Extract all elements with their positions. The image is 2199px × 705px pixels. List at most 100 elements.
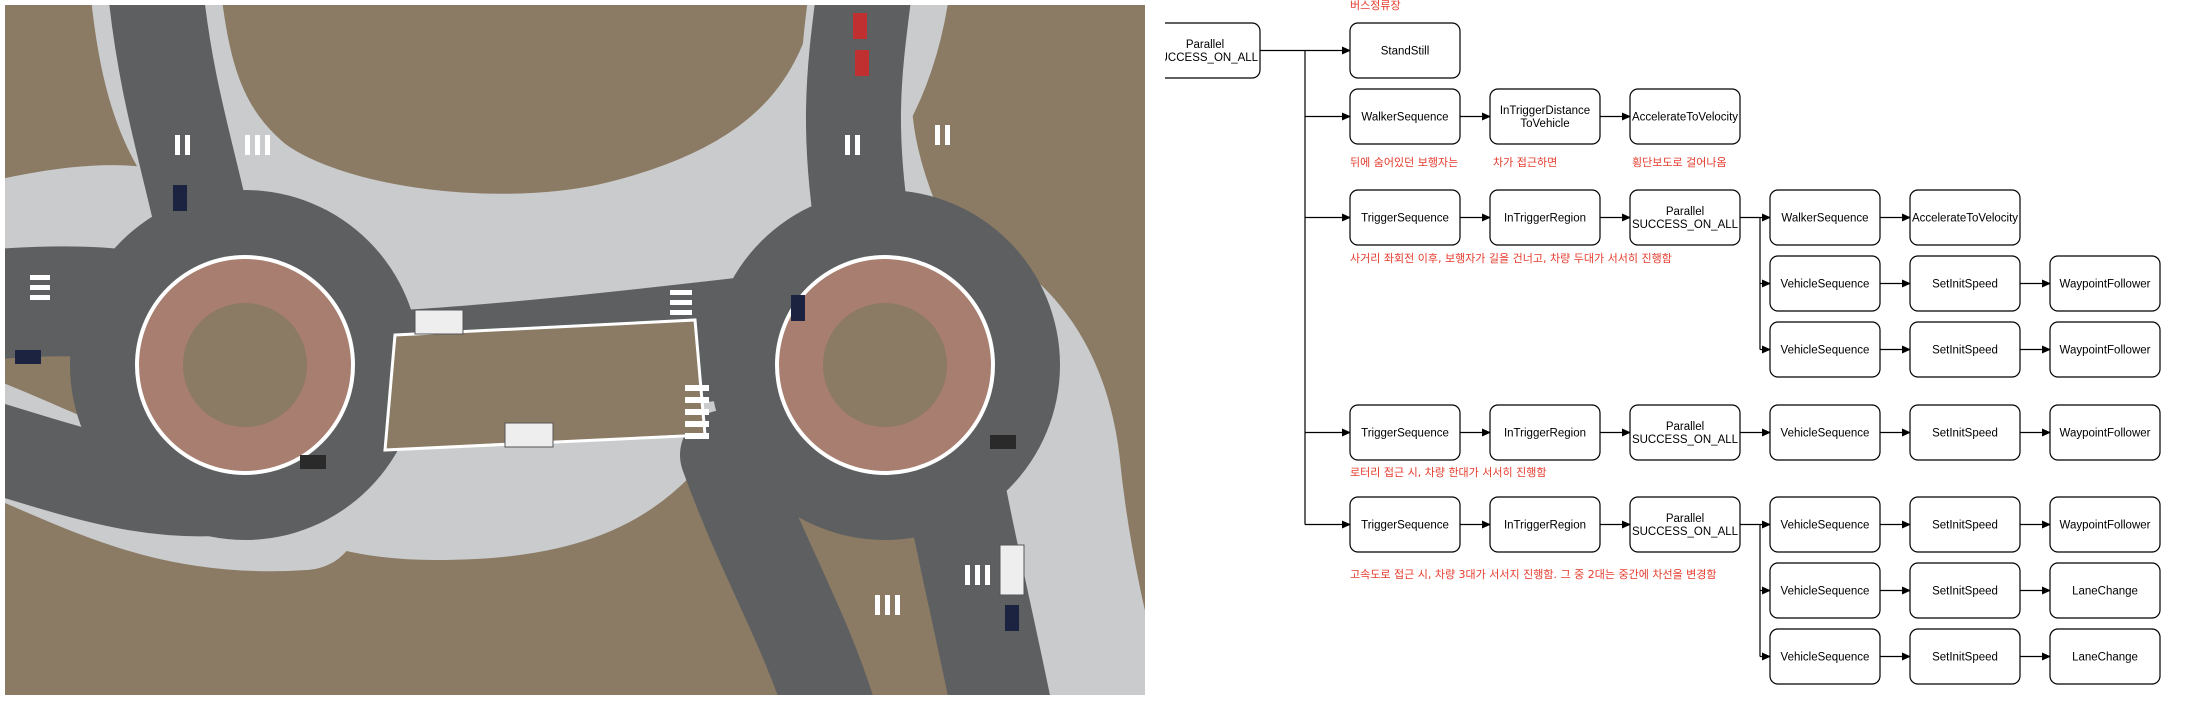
node-box [1349,189,1461,246]
node-label: Parallel [1666,513,1704,525]
roundabout-map-graphic [0,0,1168,705]
node-label: TriggerSequence [1361,520,1449,532]
node-box [1349,404,1461,461]
node-r4-lc1: LaneChange [2049,562,2161,619]
node-r2-speed1: SetInitSpeed [1909,255,2021,312]
node-label: VehicleSequence [1781,586,1870,598]
node-box [1769,404,1881,461]
node-r1-accel: AccelerateToVelocity [1629,88,1741,145]
node-label: InTriggerRegion [1504,213,1586,225]
bus-vehicle [414,309,464,335]
node-r2-veh2: VehicleSequence [1769,321,1881,378]
right-island-center [823,303,947,427]
node-r3-wp: WaypointFollower [2049,404,2161,461]
node-box [1769,628,1881,685]
node-box [1349,496,1461,553]
node-r2-walker: WalkerSequence [1769,189,1881,246]
node-label: WalkerSequence [1361,112,1448,124]
node-box [2049,255,2161,312]
node-r2-speed2: SetInitSpeed [1909,321,2021,378]
node-box [1909,496,2021,553]
node-r4-trigger-seq: TriggerSequence [1349,496,1461,553]
node-label: SetInitSpeed [1932,279,1998,291]
dark-car-4 [990,435,1016,449]
node-label: Parallel [1666,421,1704,433]
edge-layer [1260,46,2051,661]
node-r4-veh3: VehicleSequence [1769,628,1881,685]
node-box [1629,404,1741,461]
roundabout-scene-image [0,0,1168,705]
node-r4-veh2: VehicleSequence [1769,562,1881,619]
dark-car-5 [15,350,41,364]
dark-car [173,185,187,211]
node-r2-accel: AccelerateToVelocity [1909,189,2021,246]
annotation-note-crosswalk: 횡단보도로 걸어나옴 [1632,156,1727,169]
node-box [1629,496,1741,553]
node-box [1769,255,1881,312]
node-box [1629,189,1741,246]
node-r2-region: InTriggerRegion [1489,189,1601,246]
node-box [1349,22,1461,79]
node-r4-speed1: SetInitSpeed [1909,496,2021,553]
node-r2-wp2: WaypointFollower [2049,321,2161,378]
node-r3-region: InTriggerRegion [1489,404,1601,461]
node-label: SetInitSpeed [1932,652,1998,664]
node-box [1769,189,1881,246]
node-box [1909,321,2021,378]
node-label: ToVehicle [1520,118,1569,130]
node-label: TriggerSequence [1361,428,1449,440]
annotation-note-highway: 고속도로 접근 시, 차량 3대가 서서지 진행함. 그 중 2대는 중간에 차… [1350,568,1717,581]
node-box [1909,255,2021,312]
node-label: SUCCESS_ON_ALL [1632,434,1739,446]
node-r2-trigger-seq: TriggerSequence [1349,189,1461,246]
node-label: WaypointFollower [2060,279,2151,291]
node-box [1489,88,1601,145]
node-box [1489,189,1601,246]
node-label: WaypointFollower [2060,428,2151,440]
node-box [1349,88,1461,145]
node-box [1909,404,2021,461]
red-car [853,13,867,39]
node-label: VehicleSequence [1781,428,1870,440]
node-box [1909,189,2021,246]
node-label: VehicleSequence [1781,652,1870,664]
node-r4-veh1: VehicleSequence [1769,496,1881,553]
node-label: InTriggerRegion [1504,520,1586,532]
node-box [1629,88,1741,145]
node-label: SetInitSpeed [1932,586,1998,598]
node-r4-wp1: WaypointFollower [2049,496,2161,553]
node-box [1909,562,2021,619]
dark-car-3 [300,455,326,469]
node-box [2049,404,2161,461]
node-label: SetInitSpeed [1932,345,1998,357]
node-label: SUCCESS_ON_ALL [1632,526,1739,538]
node-label: TriggerSequence [1361,213,1449,225]
node-label: AccelerateToVelocity [1912,213,2018,225]
node-label: Parallel [1186,39,1224,51]
node-box [2049,321,2161,378]
node-box [1909,628,2021,685]
vehicles [15,13,1025,631]
annotation-note-rotary: 로터리 접근 시, 차량 한대가 서서히 진행함 [1350,465,1547,479]
node-r1-walker: WalkerSequence [1349,88,1461,145]
node-r2-veh1: VehicleSequence [1769,255,1881,312]
node-label: SetInitSpeed [1932,520,1998,532]
node-r4-region: InTriggerRegion [1489,496,1601,553]
node-r4-lc2: LaneChange [2049,628,2161,685]
node-label: AccelerateToVelocity [1632,112,1738,124]
node-r2-wp1: WaypointFollower [2049,255,2161,312]
node-label: SUCCESS_ON_ALL [1632,219,1739,231]
annotation-note-intersection: 사거리 좌회전 이후, 보행자가 길을 건너고, 차량 두대가 서서히 진행함 [1350,251,1672,265]
van-vehicle [999,544,1025,596]
node-label: SetInitSpeed [1932,428,1998,440]
node-label: VehicleSequence [1781,345,1870,357]
node-box [2049,628,2161,685]
behavior-tree-diagram: ParallelSUCCESS_ON_ALLStandStillWalkerSe… [1149,0,2199,700]
dark-car-2 [791,295,805,321]
node-label: WalkerSequence [1781,213,1868,225]
